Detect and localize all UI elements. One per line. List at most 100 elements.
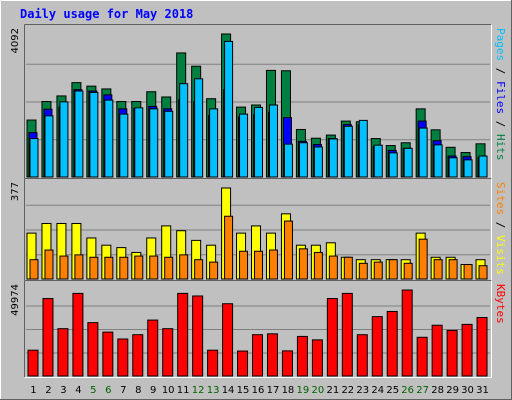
bar-sites-day-25 [388,259,398,280]
bar-sites-day-13 [209,261,219,280]
bar-kbytes-day-23 [356,334,368,377]
x-tick-label-19: 19 [297,385,310,396]
side-label-separator: / [494,114,507,134]
bar-sites-day-10 [164,256,174,280]
side-label-pages-files-hits: Pages / Files / Hits [494,28,507,161]
bar-pages-day-5 [89,91,99,178]
bar-kbytes-day-30 [461,323,473,377]
bar-sites-day-30 [463,264,473,280]
panel-kbytes: 49974 KBytes [10,280,507,378]
x-tick-label-9: 9 [150,385,156,396]
x-tick-label-15: 15 [237,385,250,396]
side-label-separator: / [494,215,507,235]
bar-pages-day-26 [403,147,413,178]
bar-pages-day-16 [254,106,264,178]
bar-kbytes-day-21 [326,298,338,377]
bar-pages-day-19 [298,142,308,178]
x-tick-label-7: 7 [120,385,126,396]
side-label-kbytes: KBytes [494,284,507,324]
y-max-label-kbytes: 49974 [10,284,21,316]
panels-layer: 4092 Pages / Files / Hits 377 Sites / Visit… [10,24,507,378]
x-tick-label-10: 10 [162,385,175,396]
bar-kbytes-day-26 [401,289,413,377]
bar-kbytes-day-28 [431,324,443,377]
bar-sites-day-5 [89,256,99,280]
bar-kbytes-day-18 [281,350,293,377]
bar-kbytes-day-31 [476,316,488,377]
bar-pages-day-27 [418,127,428,178]
chart-title: Daily usage for May 2018 [20,7,193,21]
x-tick-label-17: 17 [267,385,280,396]
x-tick-label-5: 5 [90,385,96,396]
x-tick-label-28: 28 [431,385,444,396]
bar-pages-day-21 [328,138,338,178]
x-tick-label-21: 21 [326,385,339,396]
side-label-hits: Hits [494,134,507,161]
bar-kbytes-day-7 [117,338,129,377]
bar-kbytes-day-11 [177,292,189,377]
bar-sites-day-15 [239,250,249,280]
bar-pages-day-18 [283,143,293,178]
x-tick-label-11: 11 [177,385,190,396]
x-tick-label-25: 25 [386,385,399,396]
x-tick-label-24: 24 [371,385,384,396]
bar-kbytes-day-24 [371,316,383,377]
x-tick-label-16: 16 [252,385,265,396]
bar-sites-day-19 [298,248,308,280]
bar-sites-day-12 [194,259,204,280]
bar-pages-day-28 [433,144,443,178]
bar-pages-day-23 [358,119,368,178]
side-label-sites: Sites [494,182,507,215]
side-label-pages: Pages [494,28,507,61]
bar-kbytes-day-14 [222,303,234,377]
bar-sites-day-21 [328,255,338,280]
bar-pages-day-12 [194,78,204,178]
x-tick-label-12: 12 [192,385,205,396]
bar-sites-day-8 [134,255,144,280]
bar-kbytes-day-1 [27,349,39,377]
bar-sites-day-24 [373,261,383,280]
side-label-kbytes: KBytes [494,284,507,324]
x-tick-label-23: 23 [356,385,369,396]
x-tick-label-3: 3 [60,385,66,396]
side-label-separator: / [494,61,507,81]
bar-sites-day-26 [403,262,413,280]
x-tick-label-13: 13 [207,385,220,396]
bar-kbytes-day-12 [192,295,204,377]
bar-kbytes-day-22 [341,292,353,377]
bar-pages-day-30 [463,159,473,178]
side-label-visits-sites: Sites / Visits [494,182,507,275]
bar-pages-day-17 [268,104,278,178]
x-tick-label-14: 14 [222,385,235,396]
x-tick-label-29: 29 [446,385,459,396]
bar-pages-day-11 [179,83,189,178]
bar-pages-day-14 [224,40,234,178]
bar-sites-day-31 [478,265,488,280]
bar-kbytes-day-27 [416,336,428,377]
x-tick-label-8: 8 [135,385,141,396]
x-tick-label-2: 2 [45,385,51,396]
bar-pages-day-4 [74,90,84,178]
bar-kbytes-day-4 [72,292,84,377]
bar-kbytes-day-20 [311,339,323,377]
bar-sites-day-2 [44,249,54,280]
bar-sites-day-23 [358,262,368,280]
x-tick-label-26: 26 [401,385,414,396]
bar-sites-day-9 [149,255,159,280]
bar-pages-day-9 [149,108,159,178]
bar-kbytes-day-10 [162,328,174,377]
bar-pages-day-10 [164,110,174,178]
bar-sites-day-16 [254,250,264,280]
bar-kbytes-day-29 [446,329,458,377]
bar-kbytes-day-8 [132,334,144,377]
bar-pages-day-22 [343,125,353,178]
bar-sites-day-3 [59,255,69,280]
x-tick-label-6: 6 [105,385,111,396]
bar-kbytes-day-15 [237,350,249,377]
bar-sites-day-17 [268,249,278,280]
x-tick-label-31: 31 [476,385,489,396]
bar-sites-day-1 [29,259,39,280]
x-tick-label-27: 27 [416,385,429,396]
bar-kbytes-day-9 [147,319,159,377]
x-tick-label-4: 4 [75,385,81,396]
